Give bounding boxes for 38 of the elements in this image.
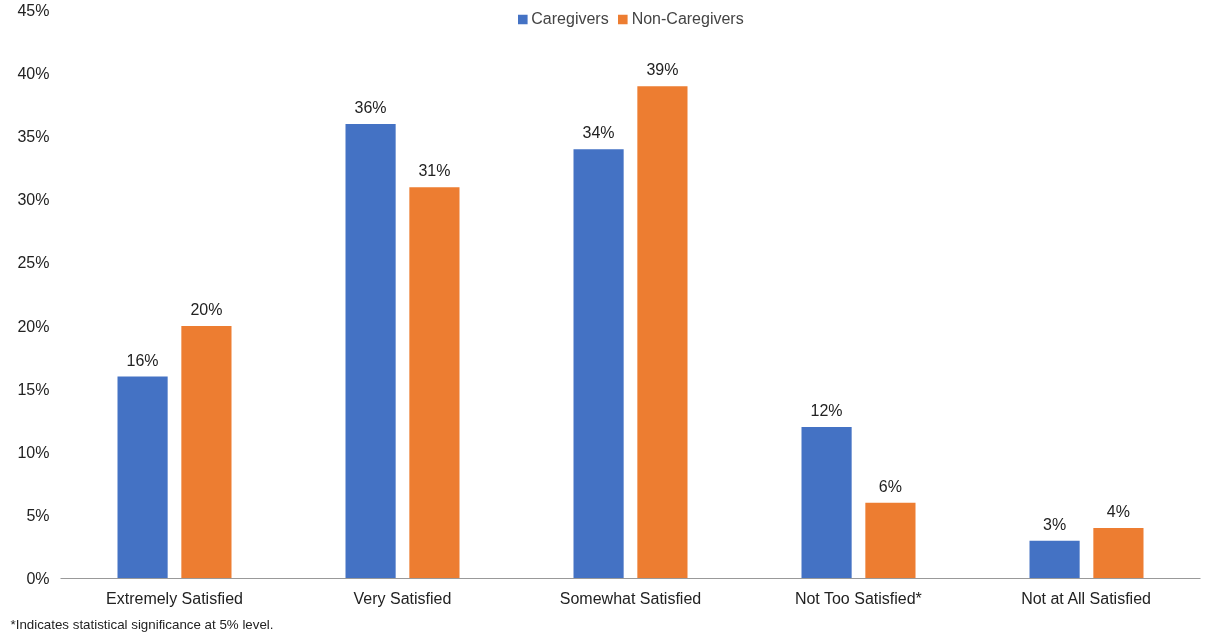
bar bbox=[409, 187, 460, 579]
data-label: 6% bbox=[878, 477, 902, 495]
bar bbox=[181, 326, 232, 579]
x-tick-label: Not Too Satisfied* bbox=[794, 589, 922, 607]
y-tick-label: 15% bbox=[17, 380, 50, 398]
legend-label: Caregivers bbox=[531, 10, 609, 28]
data-label: 36% bbox=[354, 99, 387, 117]
y-tick-label: 45% bbox=[17, 2, 50, 19]
data-label: 34% bbox=[582, 124, 615, 142]
y-tick-label: 30% bbox=[17, 191, 50, 209]
bar bbox=[117, 376, 168, 579]
legend-label: Non-Caregivers bbox=[631, 10, 744, 28]
x-tick-label: Not at All Satisfied bbox=[1021, 589, 1151, 607]
bar bbox=[345, 124, 396, 579]
bar bbox=[573, 149, 624, 579]
bar bbox=[1093, 528, 1144, 579]
y-tick-label: 0% bbox=[26, 570, 50, 587]
data-label: 3% bbox=[1043, 515, 1067, 533]
y-tick-label: 25% bbox=[17, 254, 50, 272]
y-tick-label: 20% bbox=[17, 317, 50, 335]
y-tick-label: 10% bbox=[17, 443, 50, 461]
x-tick-label: Somewhat Satisfied bbox=[559, 589, 702, 607]
y-tick-label: 40% bbox=[17, 65, 50, 83]
bar bbox=[637, 86, 688, 579]
data-label: 39% bbox=[646, 61, 679, 79]
data-label: 4% bbox=[1106, 503, 1130, 521]
data-label: 16% bbox=[126, 351, 159, 369]
data-label: 20% bbox=[190, 301, 223, 319]
y-tick-label: 35% bbox=[17, 128, 50, 146]
bar bbox=[801, 427, 852, 579]
x-tick-label: Very Satisfied bbox=[353, 589, 452, 607]
data-label: 31% bbox=[418, 162, 451, 180]
y-tick-label: 5% bbox=[26, 506, 50, 524]
x-tick-label: Extremely Satisfied bbox=[106, 589, 243, 607]
text: *Indicates statistical significance at 5% level. bbox=[10, 616, 274, 632]
bar bbox=[865, 502, 916, 579]
bar bbox=[1029, 540, 1080, 579]
data-label: 12% bbox=[810, 402, 843, 420]
